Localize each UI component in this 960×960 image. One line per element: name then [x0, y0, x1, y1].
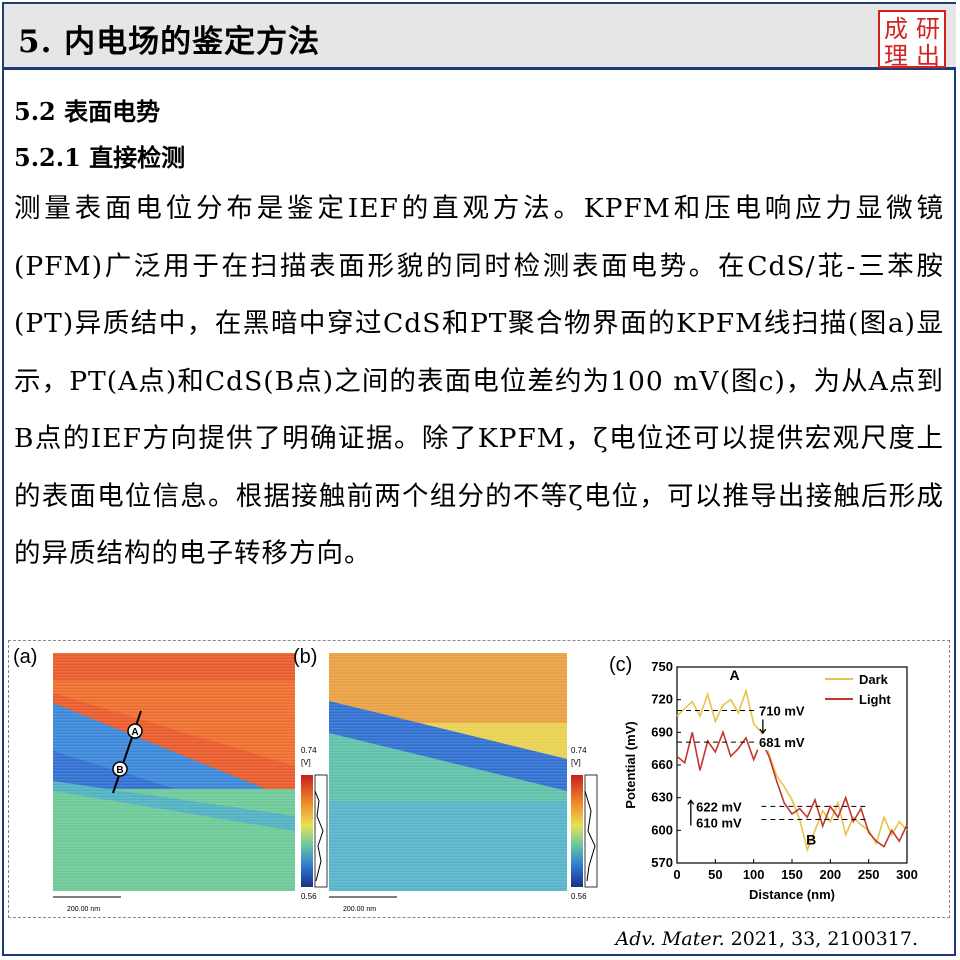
svg-text:0.74: 0.74 — [571, 746, 587, 755]
svg-text:A: A — [131, 727, 138, 738]
panel-b-colorbar: 0.74 [V] 0.56 — [571, 746, 598, 901]
y-tick-label: 570 — [651, 855, 673, 870]
figure-svg: (a) A B 0.74 [V] 0.56 200.00 nm (b) — [13, 646, 918, 913]
x-tick-label: 200 — [819, 867, 841, 882]
y-tick-label: 750 — [651, 659, 673, 674]
legend-label: Light — [859, 692, 891, 707]
arrow-up — [687, 799, 695, 826]
panel-a-scale-label: 200.00 nm — [67, 906, 100, 913]
ann-681-bg — [757, 734, 816, 751]
x-tick-label: 50 — [708, 867, 722, 882]
x-tick-label: 150 — [781, 867, 803, 882]
svg-text:理: 理 — [884, 43, 908, 68]
panel-a-label: (a) — [13, 646, 37, 668]
svg-text:0.56: 0.56 — [571, 892, 587, 901]
arrow-down — [759, 719, 767, 735]
x-axis-label: Distance (nm) — [749, 887, 835, 902]
annotation-622: 622 mV — [696, 799, 742, 814]
svg-text:[V]: [V] — [571, 758, 581, 767]
subsection-heading: 5.2.1 直接检测 — [14, 143, 186, 172]
panel-a-map: A B — [53, 653, 295, 891]
x-tick-label: 250 — [858, 867, 880, 882]
svg-text:0.74: 0.74 — [301, 746, 317, 755]
svg-text:出: 出 — [916, 43, 940, 68]
page-title: 5. 内电场的鉴定方法 — [18, 24, 321, 60]
annotation-610: 610 mV — [696, 815, 742, 830]
panel-a-colorbar: 0.74 [V] 0.56 — [301, 746, 328, 901]
citation-details: 2021, 33, 2100317. — [724, 928, 918, 950]
y-tick-label: 720 — [651, 692, 673, 707]
svg-text:成: 成 — [884, 16, 908, 43]
section-heading: 5.2 表面电势 — [14, 97, 161, 126]
annotation-681: 681 mV — [759, 735, 805, 750]
panel-b-map — [329, 653, 567, 891]
header-bar: 5. 内电场的鉴定方法 成 研 理 出 — [4, 4, 956, 70]
x-tick-label: 100 — [743, 867, 765, 882]
y-tick-label: 660 — [651, 757, 673, 772]
potential-chart: 0 50 100 150 200 250 300 570 600 630 660 690 720 750 D… — [623, 659, 918, 902]
panel-c-label: (c) — [609, 654, 632, 676]
annotation-710: 710 mV — [759, 704, 805, 719]
brand-logo: 成 研 理 出 — [878, 10, 946, 68]
y-tick-label: 600 — [651, 822, 673, 837]
svg-text:0.56: 0.56 — [301, 892, 317, 901]
svg-text:研: 研 — [916, 16, 940, 43]
point-a-marker: A — [729, 667, 739, 683]
svg-text:B: B — [116, 765, 123, 776]
point-b-marker: B — [806, 831, 816, 847]
ann-710-bg — [757, 702, 816, 719]
y-axis-label: Potential (mV) — [623, 721, 638, 808]
series-line-light — [676, 729, 908, 848]
figure-panel: (a) A B 0.74 [V] 0.56 200.00 nm (b) — [8, 640, 950, 918]
citation: Adv. Mater. 2021, 33, 2100317. — [615, 928, 918, 950]
legend-label: Dark — [859, 672, 889, 687]
body-paragraph: 测量表面电位分布是鉴定IEF的直观方法。KPFM和压电响应力显微镜(PFM)广泛… — [14, 193, 944, 569]
x-tick-label: 0 — [673, 867, 680, 882]
svg-text:[V]: [V] — [301, 758, 311, 767]
citation-journal: Adv. Mater. — [615, 928, 725, 950]
y-tick-label: 690 — [651, 724, 673, 739]
panel-b-scale-label: 200.00 nm — [343, 906, 376, 913]
y-tick-label: 630 — [651, 790, 673, 805]
x-tick-label: 300 — [896, 867, 918, 882]
panel-b-label: (b) — [293, 646, 317, 668]
